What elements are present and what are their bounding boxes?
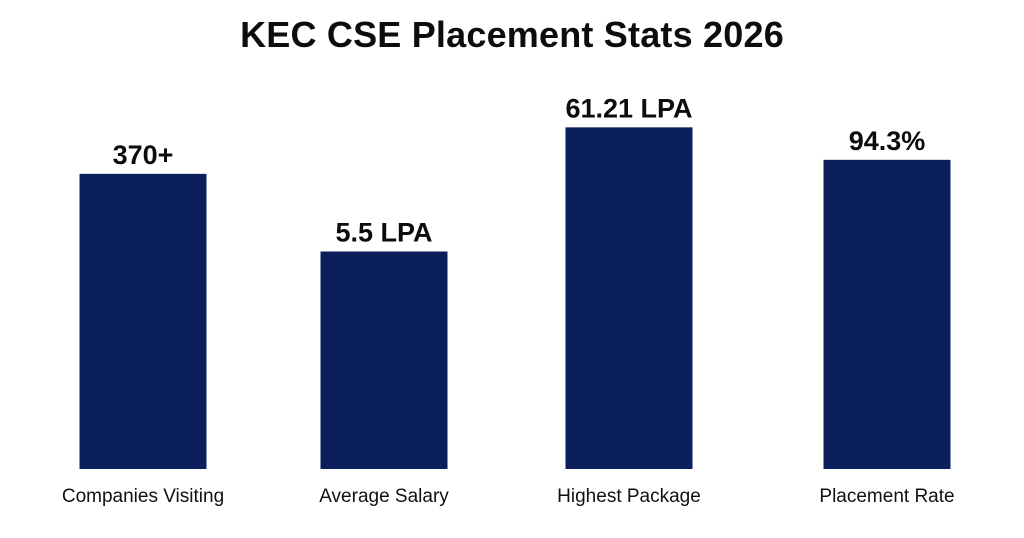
bar-highest-package (565, 127, 693, 469)
bar-average-salary (320, 251, 448, 469)
bar-placement-rate (823, 159, 951, 469)
data-label-average-salary: 5.5 LPA (335, 217, 432, 247)
chart-title: KEC CSE Placement Stats 2026 (240, 14, 784, 55)
category-label-average-salary: Average Salary (319, 486, 449, 507)
category-label-companies-visiting: Companies Visiting (62, 486, 224, 507)
data-label-placement-rate: 94.3% (849, 126, 926, 156)
category-label-highest-package: Highest Package (557, 486, 701, 507)
bar-companies-visiting (79, 173, 207, 469)
data-label-companies-visiting: 370+ (113, 140, 174, 170)
category-label-placement-rate: Placement Rate (819, 486, 954, 507)
data-label-highest-package: 61.21 LPA (565, 93, 692, 123)
